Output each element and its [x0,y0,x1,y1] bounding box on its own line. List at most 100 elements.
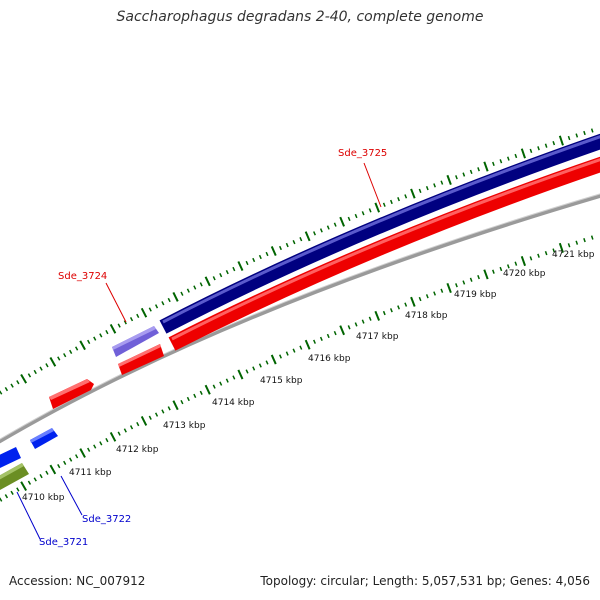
outer-tick [425,185,429,191]
gene-label-sde-3721[interactable]: Sde_3721 [39,537,88,548]
inner-tick [462,280,466,285]
outer-tick [583,130,586,136]
inner-tick [204,384,211,395]
outer-tick [0,390,3,395]
outer-tick [319,228,323,233]
outer-tick [45,363,49,368]
inner-tick [148,415,152,420]
inner-tick [129,425,134,430]
inner-tick [140,416,148,426]
scale-label: 4713 kbp [163,421,206,431]
inner-tick [4,494,9,499]
outer-tick [87,339,91,345]
cds-reverse-small-2[interactable] [49,379,94,409]
inner-tick [154,412,159,417]
inner-tick [16,487,20,492]
cds-reverse-small-1[interactable] [118,344,164,375]
inner-tick [212,384,216,389]
outer-tick [499,159,503,164]
inner-tick [319,336,323,342]
inner-tick [361,319,365,324]
inner-tick [20,481,27,491]
outer-tick [333,222,337,227]
cds-sde-3724-highlight [112,326,156,350]
inner-tick [455,283,458,288]
inner-tick [167,406,171,411]
inner-tick [410,296,416,307]
outer-tick [544,143,548,148]
inner-tick [199,390,203,395]
gene-label-sde-3722[interactable]: Sde_3722 [82,514,131,525]
inner-tick [368,316,372,321]
gene-label-sde-3725[interactable]: Sde_3725 [338,148,387,159]
outer-tick [99,333,103,338]
cds-sde-3725[interactable] [159,133,600,334]
outer-tick [304,231,311,242]
outer-tick [575,133,579,138]
accession-text: Accession: NC_007912 [9,574,146,588]
cds-reverse-long-highlight [171,158,600,341]
cds-sde-3722-highlight [30,428,54,443]
inner-tick [529,256,533,261]
cds-blue-left[interactable] [0,447,21,468]
outer-tick [389,199,393,205]
inner-tick [567,243,571,248]
outer-tick [469,169,473,175]
cds-sde-3722[interactable] [30,428,58,449]
outer-tick [462,172,466,177]
outer-tick [79,340,86,351]
outer-tick [433,183,436,188]
scale-label: 4712 kbp [116,445,159,455]
outer-tick [558,135,564,146]
inner-tick [180,399,184,405]
inner-tick [252,366,256,371]
inner-tick [39,473,43,479]
cds-reverse-long[interactable] [168,156,600,351]
outer-tick [374,202,380,213]
inner-tick [590,235,594,240]
cds-sde-3725-highlight [162,135,600,324]
outer-tick [368,208,372,213]
inner-tick [63,460,67,465]
outer-tick [20,373,28,384]
topology-text: Topology: circular; Length: 5,057,531 bp… [260,574,590,588]
scale-labels: 4710 kbp 4711 kbp 4712 kbp 4713 kbp 4714 kbp… [22,250,595,503]
outer-tick [404,194,408,199]
outer-tick [252,257,256,263]
inner-tick [425,294,429,299]
outer-tick [33,369,37,375]
inner-tick [514,261,518,266]
cds-sde-3724[interactable] [112,326,159,357]
inner-tick [483,269,489,280]
inner-tick [583,237,586,243]
scale-label: 4719 kbp [454,290,497,300]
inner-tick [225,378,229,383]
inner-tick [33,477,37,482]
outer-tick [537,146,540,151]
outer-tick [270,246,277,256]
inner-tick [117,431,121,436]
inner-tick [326,333,330,339]
gene-label-sde-3724[interactable]: Sde_3724 [58,271,107,282]
scale-label: 4715 kbp [260,376,303,386]
outer-tick [75,346,79,351]
outer-tick [212,276,216,281]
cds-sde-3721[interactable] [0,463,29,490]
outer-tick [167,297,171,303]
inner-tick [27,480,32,485]
outer-tick-ring [0,128,594,395]
inner-tick [105,437,109,443]
scale-label: 4720 kbp [503,269,546,279]
inner-tick [79,448,86,458]
scale-label: 4710 kbp [22,493,65,503]
outer-tick [16,380,20,385]
outer-tick [477,167,480,172]
inner-tick [389,308,393,313]
outer-tick [514,153,518,159]
outer-tick [172,291,179,302]
outer-tick [199,282,203,287]
inner-tick [75,454,79,459]
outer-tick [105,329,109,335]
inner-tick [433,291,436,296]
